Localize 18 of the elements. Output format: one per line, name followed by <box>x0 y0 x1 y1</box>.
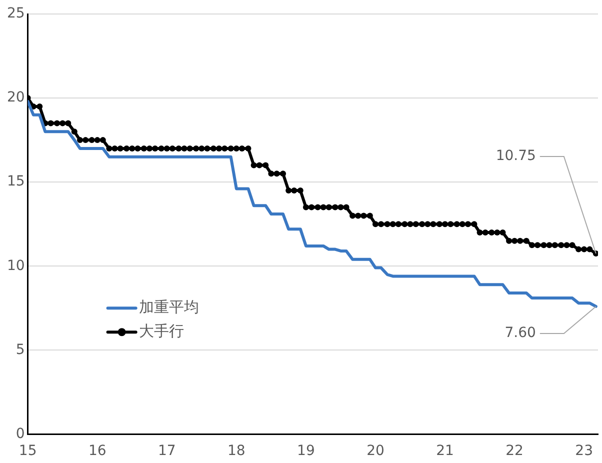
legend-label: 加重平均 <box>138 298 199 316</box>
y-tick-label: 20 <box>6 90 25 106</box>
y-tick-label: 15 <box>6 174 25 190</box>
x-tick-label: 19 <box>297 443 315 460</box>
y-tick-label: 5 <box>16 342 25 358</box>
x-tick-label: 23 <box>575 443 594 460</box>
annotation: 10.75 <box>496 148 536 164</box>
x-tick-label: 22 <box>506 443 524 460</box>
legend-label: 大手行 <box>138 322 184 340</box>
x-tick-label: 17 <box>158 443 176 460</box>
annotation: 7.60 <box>504 325 536 342</box>
y-tick-label: 10 <box>6 258 25 274</box>
x-tick-label: 20 <box>366 443 384 460</box>
y-tick-label: 25 <box>6 6 25 22</box>
x-tick-label: 16 <box>88 443 106 460</box>
x-tick-label: 18 <box>228 443 246 460</box>
x-tick-label: 21 <box>436 443 454 460</box>
y-tick-label: 0 <box>16 426 25 442</box>
